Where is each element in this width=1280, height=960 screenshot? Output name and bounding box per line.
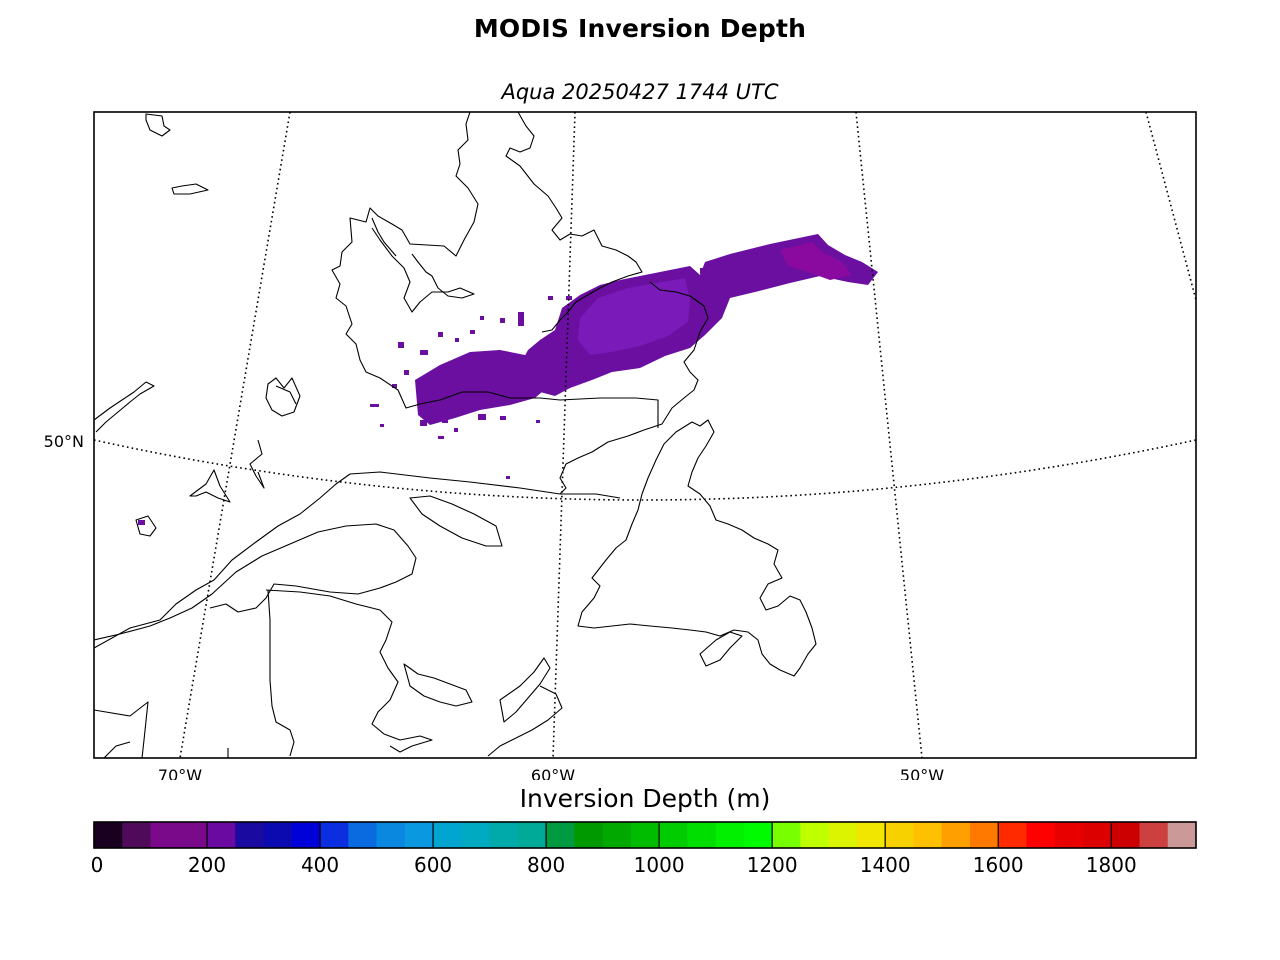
figure-title: MODIS Inversion Depth: [473, 14, 807, 43]
colorbar-cell: [320, 822, 349, 848]
colorbar-cell: [1026, 822, 1056, 848]
colorbar-cell: [94, 822, 123, 848]
colorbar-cell: [969, 822, 999, 848]
colorbar-cell: [150, 822, 180, 848]
colorbar-cell: [856, 822, 886, 848]
colorbar-tick-label: 400: [301, 853, 339, 877]
colorbar-cell: [178, 822, 208, 848]
colorbar-cell: [404, 822, 434, 848]
colorbar-cell: [376, 822, 406, 848]
map-plot: 50°N 70°W 60°W 50°W: [44, 111, 1197, 780]
colorbar-cell: [885, 822, 915, 848]
colorbar-cell: [122, 822, 152, 848]
colorbar-cell: [659, 822, 688, 848]
colorbar-cell: [941, 822, 971, 848]
colorbar-tick-label: 1600: [973, 853, 1024, 877]
colorbar-cell: [772, 822, 802, 848]
colorbar-cell: [348, 822, 378, 848]
data-swath: [138, 234, 878, 525]
colorbar-tick-label: 200: [188, 853, 226, 877]
colorbar-cell: [1167, 822, 1197, 848]
colorbar-tick-label: 1400: [860, 853, 911, 877]
colorbar-cell: [1054, 822, 1084, 848]
map-frame: [93, 111, 1197, 759]
colorbar-tick-label: 800: [527, 853, 565, 877]
colorbar-cell: [630, 822, 660, 848]
figure-subtitle: Aqua 20250427 1744 UTC: [501, 80, 779, 104]
lon-label-60w: 60°W: [531, 766, 575, 780]
colorbar-cell: [743, 822, 773, 848]
colorbar-cells: [94, 822, 1197, 848]
colorbar-cell: [998, 822, 1028, 848]
colorbar-tick-label: 1000: [634, 853, 685, 877]
colorbar-cell: [235, 822, 265, 848]
colorbar-ticks: 0 200 400 600 800 1000 1200 1400 1600 1800: [91, 822, 1137, 877]
colorbar-cell: [291, 822, 321, 848]
colorbar-cell: [602, 822, 632, 848]
colorbar-cell: [433, 822, 462, 848]
graticule: [94, 112, 1196, 758]
lon-label-70w: 70°W: [158, 766, 202, 780]
colorbar-cell: [207, 822, 236, 848]
colorbar-cell: [687, 822, 717, 848]
colorbar-cell: [800, 822, 830, 848]
colorbar-cell: [263, 822, 293, 848]
colorbar-cell: [1139, 822, 1169, 848]
colorbar-tick-label: 1800: [1086, 853, 1137, 877]
colorbar-tick-label: 0: [91, 853, 104, 877]
colorbar-tick-label: 600: [414, 853, 452, 877]
lon-label-50w: 50°W: [900, 766, 944, 780]
colorbar-cell: [517, 822, 547, 848]
lat-label-50n: 50°N: [44, 432, 84, 451]
coastlines: [94, 112, 817, 758]
colorbar-cell: [715, 822, 745, 848]
colorbar-cell: [828, 822, 858, 848]
colorbar-cell: [1111, 822, 1141, 848]
colorbar-cell: [913, 822, 943, 848]
colorbar-cell: [1082, 822, 1112, 848]
colorbar-tick-label: 1200: [747, 853, 798, 877]
colorbar-cell: [461, 822, 491, 848]
colorbar-cell: [574, 822, 604, 848]
colorbar-cell: [489, 822, 519, 848]
colorbar-cell: [546, 822, 575, 848]
colorbar-label: Inversion Depth (m): [519, 784, 771, 813]
